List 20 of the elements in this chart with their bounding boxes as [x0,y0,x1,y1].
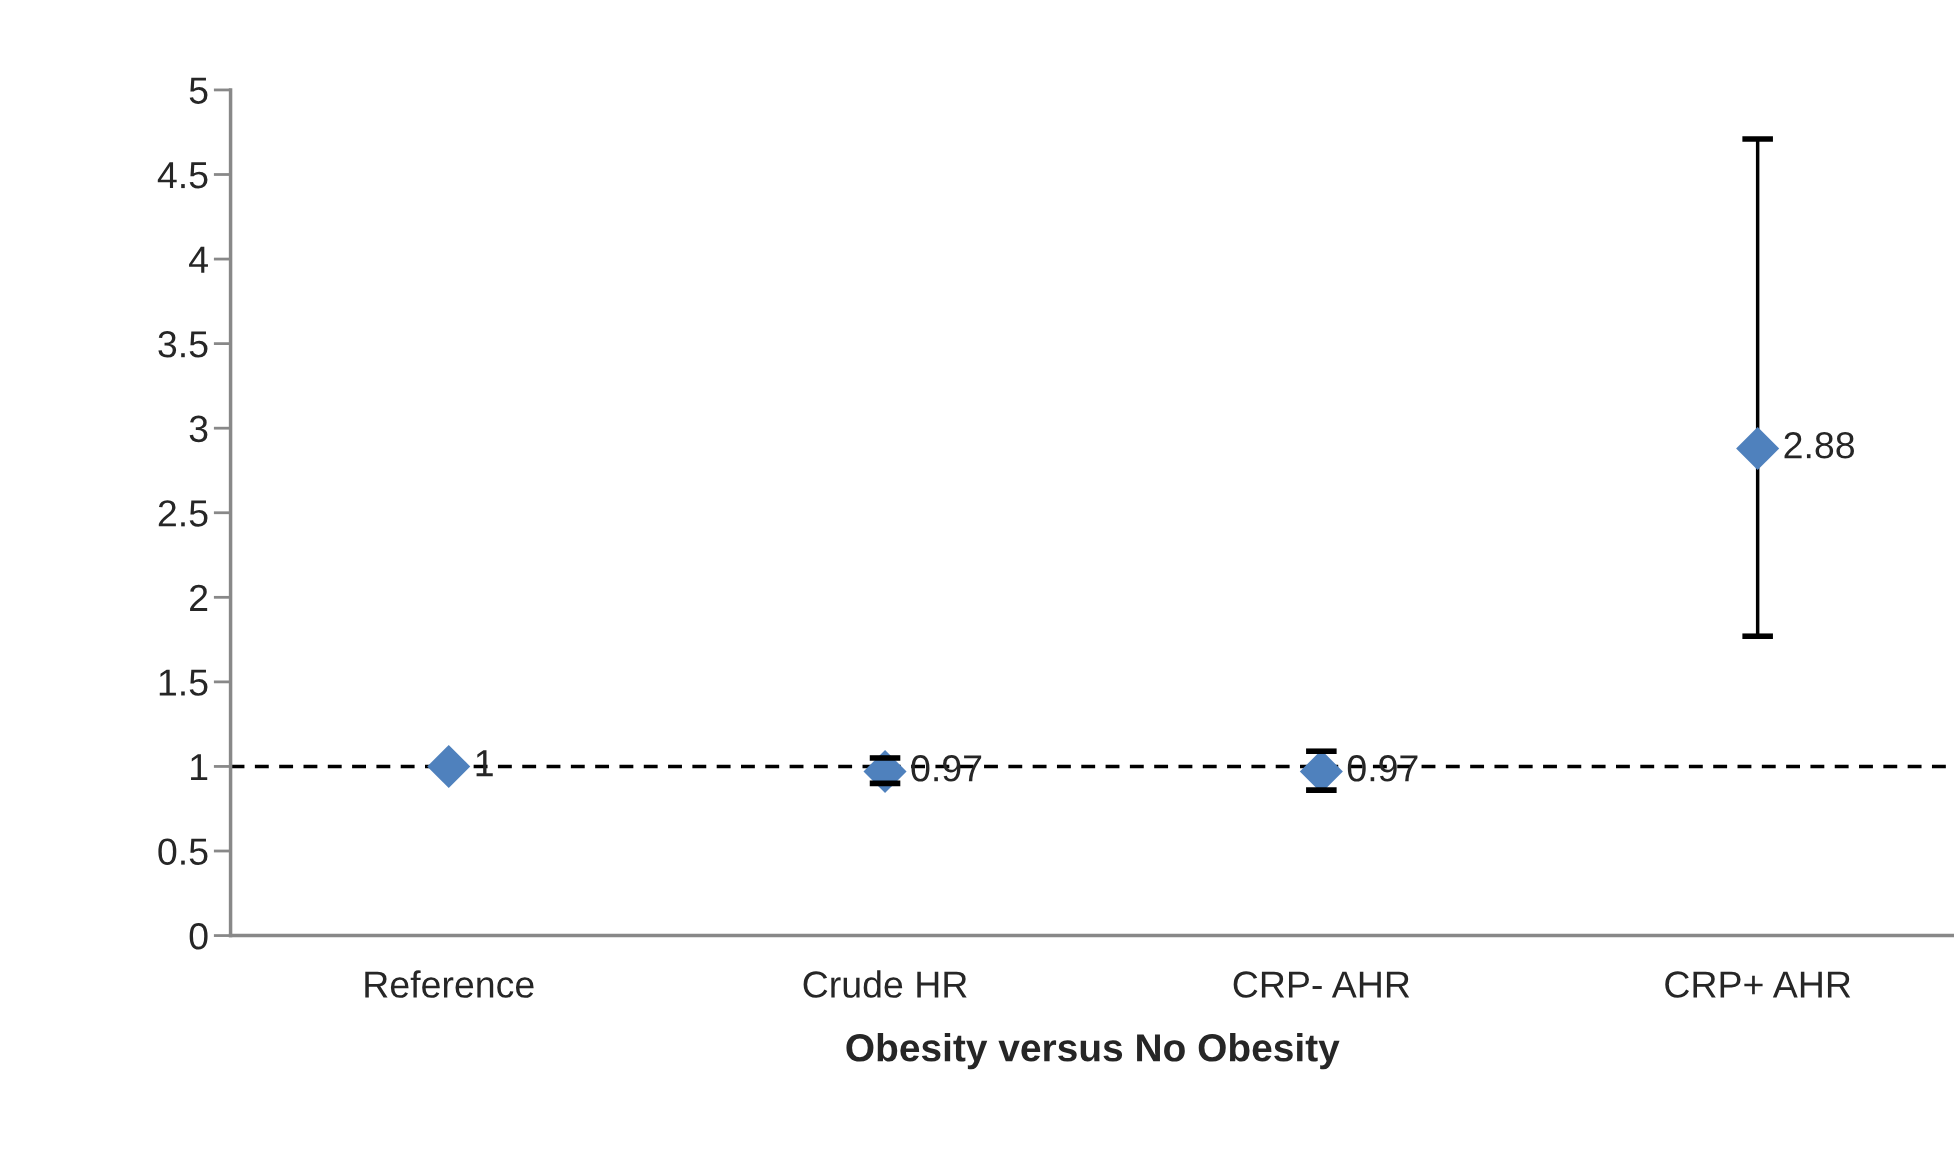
y-tick-label: 0 [189,922,208,950]
x-tick-label: CRP+ AHR [1665,971,1851,998]
y-tick-label: 4 [189,246,208,273]
y-tick-label: 0.5 [158,838,208,865]
y-tick-label: 3.5 [158,331,208,358]
x-tick-label: CRP- AHR [1233,971,1410,998]
y-tick-label: 3 [189,415,208,443]
data-label: 2.88 [1784,432,1855,459]
y-tick-label: 1.5 [159,669,208,696]
x-axis-title: Obesity versus No Obesity [846,1033,1340,1070]
y-tick-label: 2 [190,584,208,611]
y-tick-label: 1 [191,754,208,781]
point [427,744,471,788]
y-tick-label: 5 [189,77,208,104]
data-label: 0.97 [1347,755,1418,782]
x-tick-label: Crude HR [803,970,967,998]
point [1736,426,1780,470]
y-tick-label: 4.5 [157,162,208,189]
y-tick-label: 2.5 [158,500,208,527]
x-tick-label: Reference [365,970,534,998]
